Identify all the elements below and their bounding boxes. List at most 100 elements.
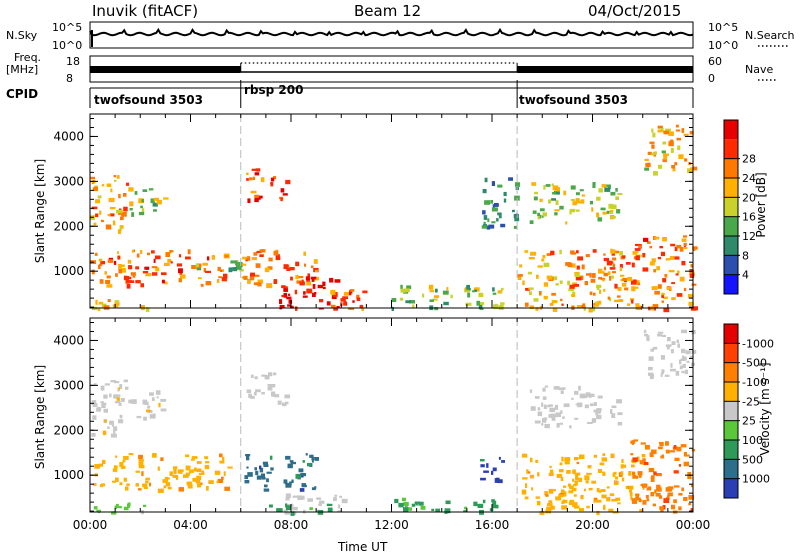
power-cell	[652, 304, 659, 309]
velocity-cell	[298, 468, 304, 473]
power-cell	[294, 289, 298, 295]
power-cell	[665, 128, 671, 133]
power-cell	[591, 207, 594, 212]
velocity-cell	[284, 480, 288, 485]
power-cell	[668, 131, 674, 136]
power-cell	[632, 251, 639, 254]
velocity-cell	[435, 508, 441, 512]
power-cell	[107, 214, 111, 217]
velocity-cell	[276, 509, 281, 513]
x-tick-label-4: 16:00	[475, 518, 510, 532]
power-cell	[576, 200, 583, 204]
velocity-cell	[246, 456, 250, 461]
power-cell	[497, 184, 503, 188]
velocity-cell	[615, 497, 621, 501]
velocity-cell	[107, 426, 110, 429]
power-cell	[105, 280, 111, 284]
velocity-cell	[573, 505, 580, 509]
velocity-cell	[135, 470, 140, 473]
power-ytick-label-0: 1000	[53, 264, 84, 278]
power-cell	[331, 295, 337, 300]
velocity-cell	[599, 462, 605, 466]
power-cell	[683, 247, 688, 250]
velocity-cell	[201, 470, 205, 475]
power-region-3	[128, 187, 169, 217]
velocity-cell	[407, 507, 412, 511]
velocity-cell	[559, 422, 564, 425]
velocity-colorbar-swatch-7	[724, 343, 738, 363]
velocity-cell	[670, 349, 674, 354]
velocity-cell	[535, 459, 539, 463]
power-cell	[348, 307, 354, 310]
velocity-cell	[609, 493, 615, 497]
power-cell	[537, 265, 543, 268]
nave-label: Nave	[745, 63, 774, 76]
power-cell	[634, 248, 641, 251]
power-cell	[429, 299, 434, 302]
power-cell	[400, 288, 407, 293]
velocity-cell	[561, 387, 566, 390]
velocity-cell	[219, 460, 225, 464]
power-cell	[359, 304, 364, 309]
velocity-cell	[629, 492, 633, 496]
velocity-cell	[591, 418, 597, 423]
velocity-cell	[664, 374, 670, 377]
velocity-cell	[482, 499, 486, 504]
velocity-region-12	[630, 439, 696, 514]
power-cell	[153, 258, 156, 263]
power-cell	[497, 212, 502, 216]
power-cell	[572, 201, 577, 206]
power-cell	[286, 267, 291, 271]
power-cell	[610, 209, 614, 214]
power-cell	[642, 267, 649, 272]
power-cell	[481, 225, 488, 229]
power-cell	[573, 284, 579, 287]
power-cell	[665, 258, 671, 261]
power-cell	[479, 307, 484, 310]
power-cell	[597, 300, 602, 305]
velocity-cell	[401, 497, 406, 502]
power-cell	[107, 299, 111, 302]
power-cell	[533, 298, 539, 302]
power-cell	[679, 276, 685, 282]
power-cell	[619, 264, 623, 269]
velocity-cell	[264, 374, 267, 380]
power-cell	[679, 247, 684, 252]
power-cell	[551, 292, 556, 296]
power-cell	[121, 268, 126, 273]
velocity-cell	[555, 412, 561, 418]
velocity-cell	[273, 372, 277, 376]
velocity-colorbar-swatch-0	[724, 478, 738, 498]
velocity-cell	[596, 488, 600, 493]
velocity-cell	[198, 472, 205, 475]
power-cell	[582, 303, 586, 308]
power-cell	[533, 196, 538, 201]
velocity-cell	[614, 471, 617, 475]
velocity-cell	[646, 487, 652, 491]
power-cell	[482, 210, 486, 215]
power-cell	[491, 181, 495, 186]
velocity-cell	[495, 504, 499, 509]
velocity-cell	[102, 430, 107, 436]
velocity-cell	[635, 493, 640, 496]
velocity-cell	[688, 502, 692, 506]
velocity-cell	[544, 491, 548, 496]
velocity-cell	[659, 441, 664, 445]
velocity-cell	[142, 504, 147, 507]
power-cell	[329, 277, 334, 283]
power-cell	[614, 250, 620, 254]
velocity-cell	[526, 469, 529, 474]
power-cell	[165, 252, 170, 257]
power-cell	[275, 254, 280, 259]
power-cell	[442, 290, 449, 295]
power-cell	[543, 282, 549, 287]
velocity-cell	[259, 465, 262, 470]
power-cell	[634, 243, 641, 246]
velocity-cell	[569, 485, 574, 490]
velocity-cell	[593, 497, 598, 501]
power-cell	[161, 279, 165, 284]
power-cell	[689, 131, 694, 135]
velocity-cell	[681, 370, 685, 374]
velocity-cell	[157, 488, 164, 493]
power-cell	[644, 167, 650, 171]
